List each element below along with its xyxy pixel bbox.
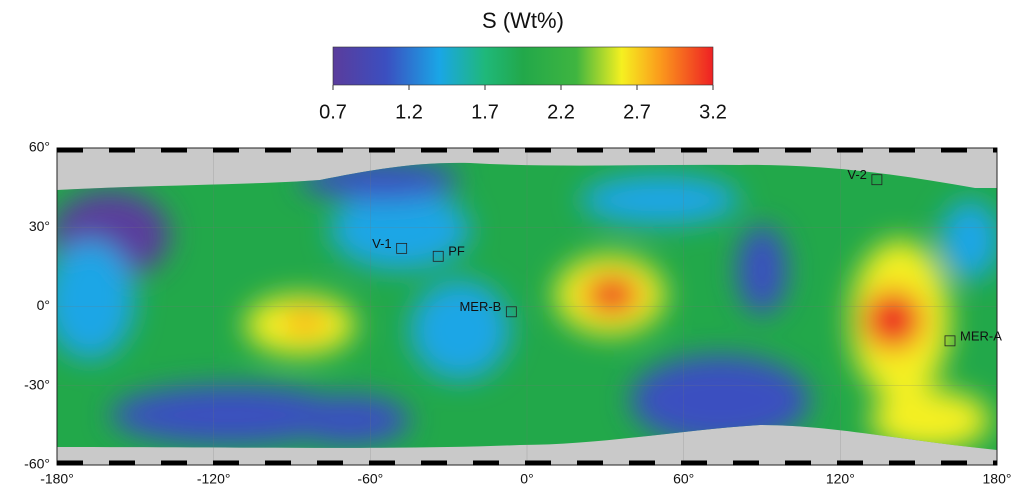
y-tick-label: 30° (29, 218, 50, 234)
x-tick-label: 180° (983, 471, 1012, 487)
x-tick-label: -60° (357, 471, 383, 487)
colorbar (333, 47, 713, 85)
site-label: MER-B (459, 299, 501, 314)
colorbar-tick-label: 3.2 (699, 101, 727, 123)
y-tick-label: -60° (24, 456, 50, 472)
y-tick-label: 0° (37, 297, 50, 313)
colorbar-tick-label: 1.2 (395, 101, 423, 123)
colorbar-tick-label: 0.7 (319, 101, 347, 123)
colorbar-tick-label: 2.7 (623, 101, 651, 123)
y-tick-label: 60° (29, 139, 50, 155)
colorbar-tick-label: 1.7 (471, 101, 499, 123)
x-tick-label: 120° (826, 471, 855, 487)
site-label: V-2 (847, 167, 867, 182)
site-label: V-1 (372, 236, 392, 251)
map-figure: S (Wt%) 0.7 1.2 1.7 2.2 2.7 3.2 -180° -120° -60°… (0, 0, 1017, 494)
site-label: PF (448, 244, 465, 259)
y-tick-label: -30° (24, 376, 50, 392)
colorbar-tick-label: 2.2 (547, 101, 575, 123)
x-tick-label: 0° (520, 471, 533, 487)
site-label: MER-A (960, 328, 1002, 343)
x-tick-label: 60° (673, 471, 694, 487)
x-tick-label: -180° (40, 471, 74, 487)
x-tick-label: -120° (197, 471, 231, 487)
colorbar-title: S (Wt%) (482, 8, 564, 33)
